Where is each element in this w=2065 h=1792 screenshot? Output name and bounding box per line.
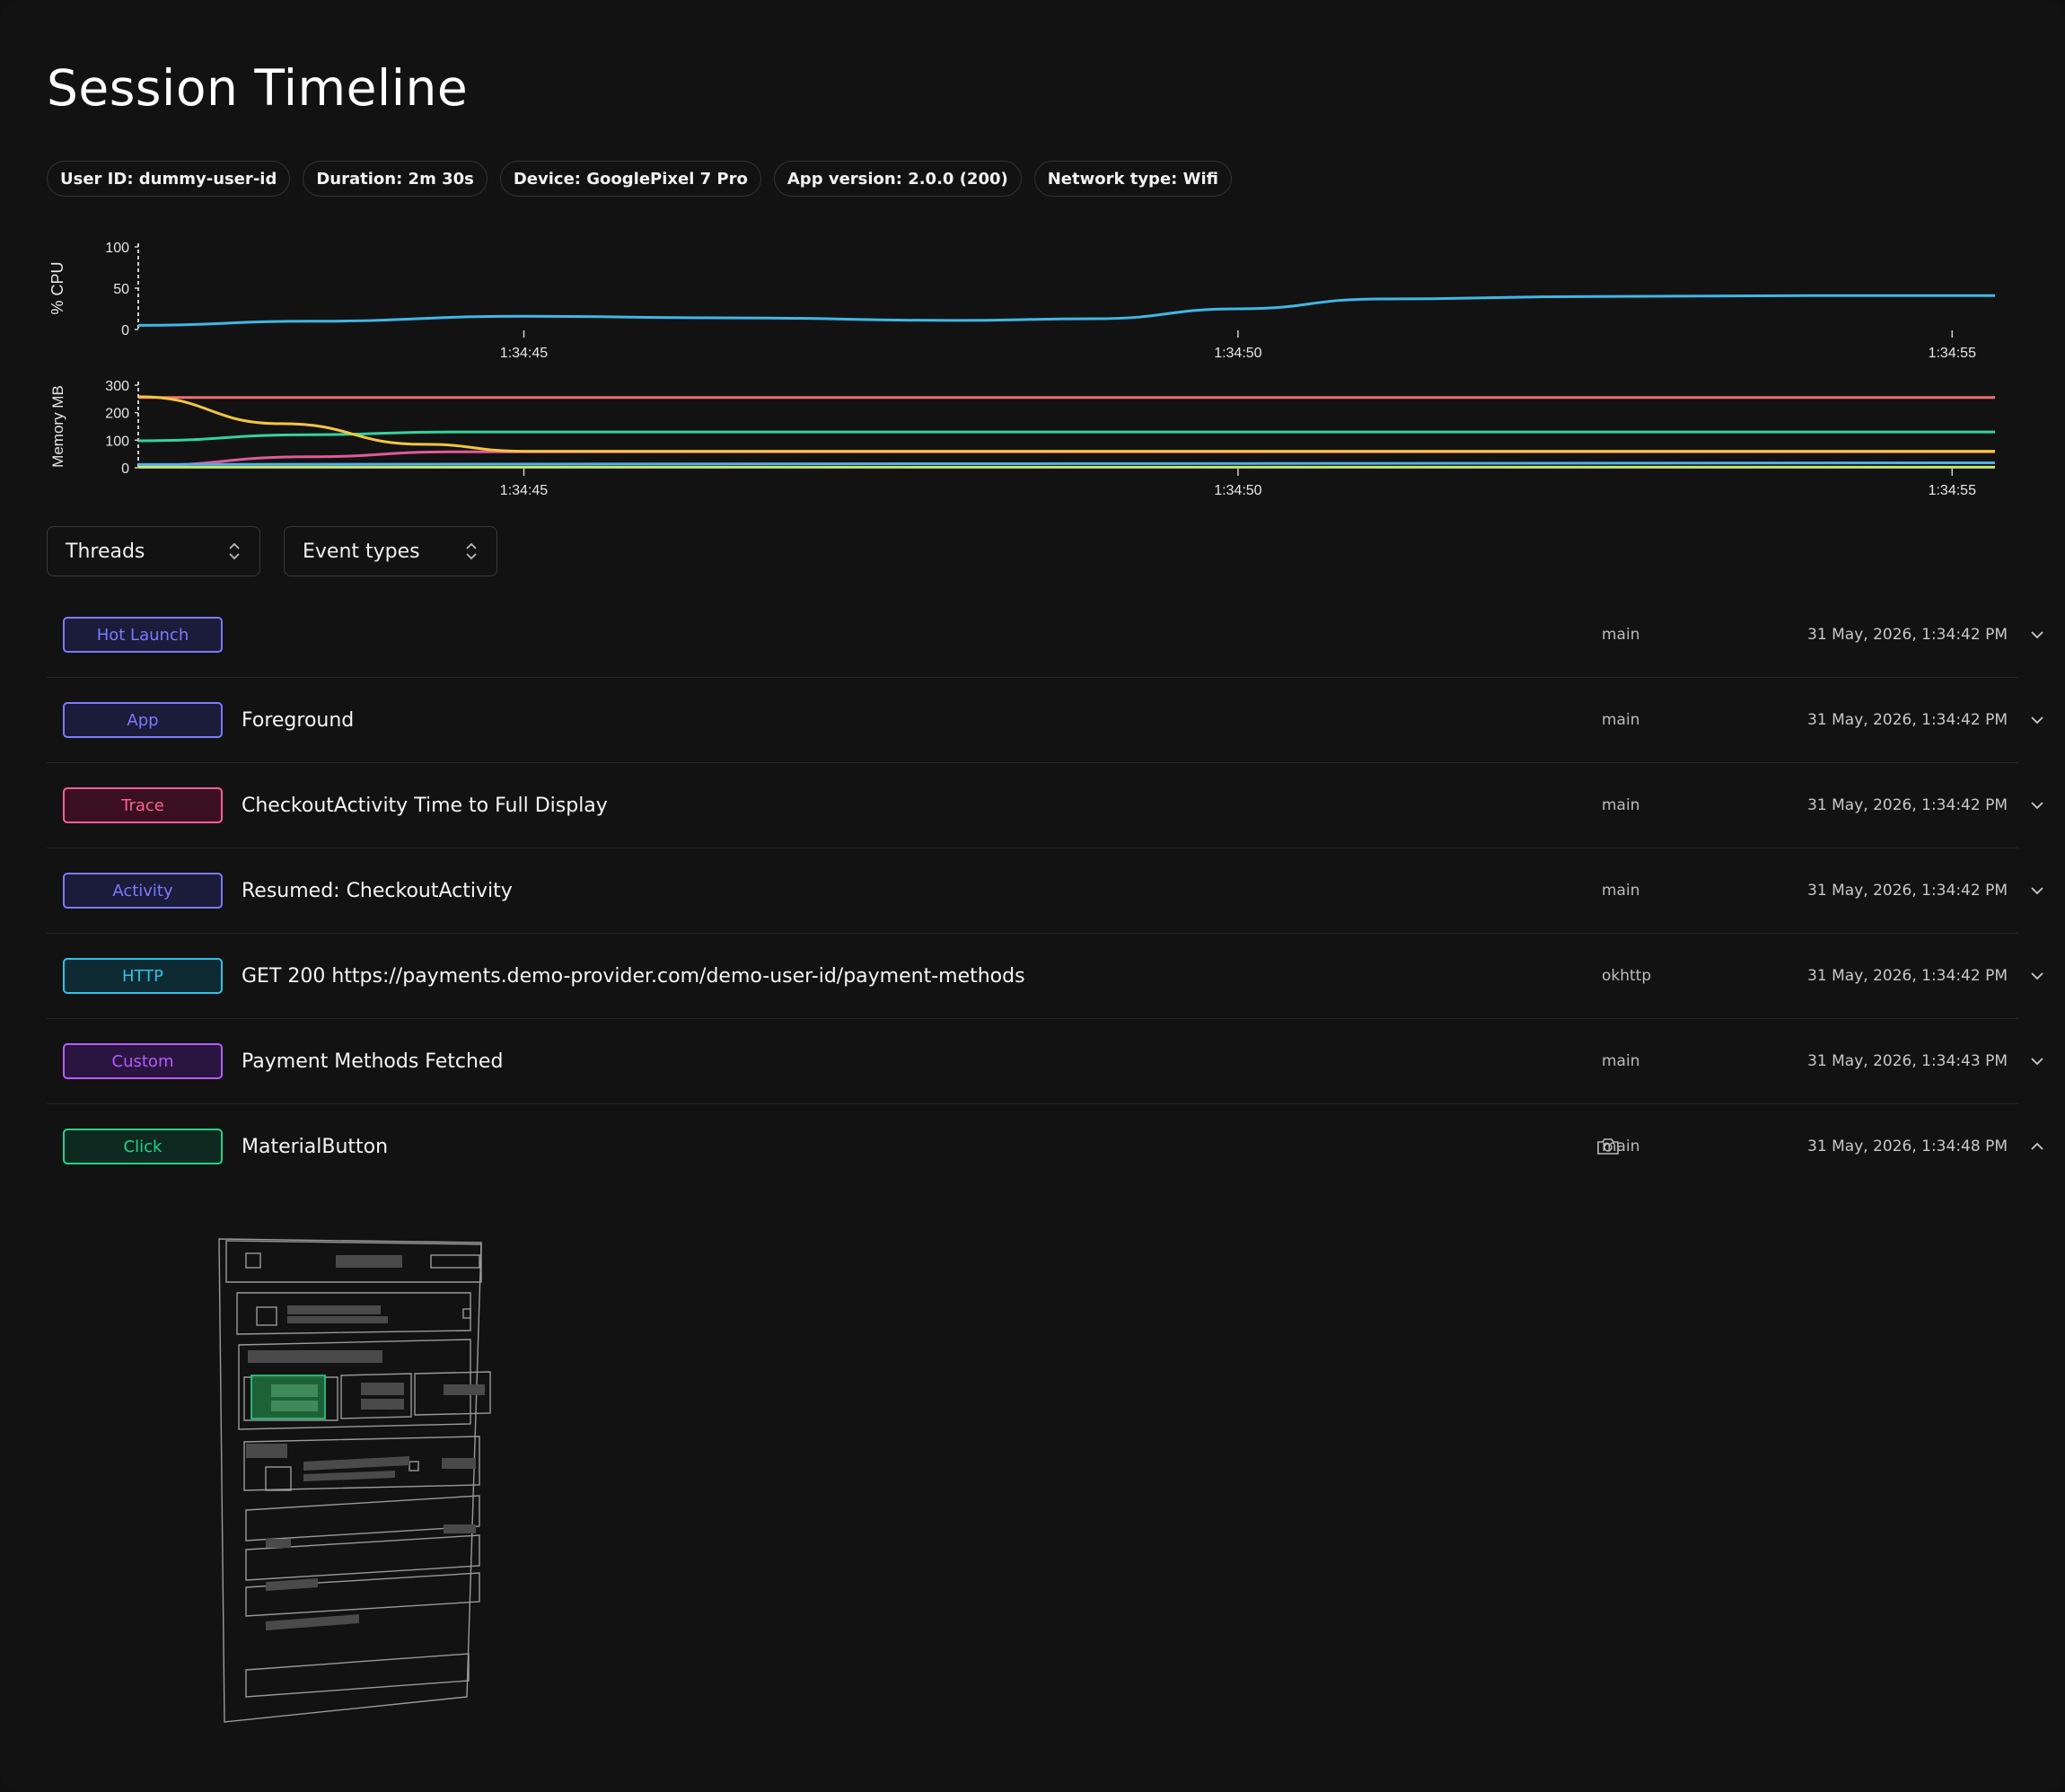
camera-icon[interactable] — [1596, 1137, 1620, 1156]
event-timestamp: 31 May, 2026, 1:34:42 PM — [1807, 967, 2008, 985]
event-thread: main — [1602, 1138, 1640, 1155]
event-type-badge: Activity — [63, 873, 223, 909]
event-timestamp: 31 May, 2026, 1:34:42 PM — [1807, 796, 2008, 814]
event-description: Foreground — [242, 708, 355, 732]
event-thread: main — [1602, 626, 1640, 644]
event-type-badge: Custom — [63, 1043, 223, 1079]
x-tick-label: 1:34:45 — [500, 483, 548, 498]
y-axis-label: Memory MB — [49, 385, 66, 468]
event-type-badge: Hot Launch — [63, 617, 223, 653]
event-timestamp: 31 May, 2026, 1:34:48 PM — [1807, 1138, 2008, 1155]
event-thread: main — [1602, 1052, 1640, 1070]
y-axis-label: % CPU — [48, 261, 66, 314]
chevron-down-icon[interactable] — [2027, 625, 2047, 645]
event-timestamp: 31 May, 2026, 1:34:42 PM — [1807, 882, 2008, 900]
event-row[interactable]: Hot Launch main 31 May, 2026, 1:34:42 PM — [47, 593, 2043, 678]
event-row[interactable]: Custom Payment Methods Fetched main 31 May,… — [47, 1019, 2043, 1104]
series-line — [137, 395, 1995, 453]
events-list: Hot Launch main 31 May, 2026, 1:34:42 PM Ap… — [47, 593, 2043, 1189]
series-line — [137, 461, 1996, 466]
filters-bar: Threads Event types — [47, 526, 497, 576]
screen-layout-image — [218, 1238, 491, 1723]
threads-select[interactable]: Threads — [47, 526, 260, 576]
series-line — [137, 430, 1995, 443]
network-type-pill: Network type: Wifi — [1033, 161, 1232, 197]
memory-chart-svg: Memory MB 300 200 100 0 1:34:45 1:34:50 1:34:55 — [49, 379, 1996, 498]
event-row[interactable]: Trace CheckoutActivity Time to Full Displ… — [47, 763, 2043, 848]
event-row[interactable]: Click MaterialButton main 31 May, 2026, 1:3… — [47, 1104, 2043, 1189]
x-tick-label: 1:34:45 — [500, 346, 548, 361]
x-tick-label: 1:34:50 — [1214, 483, 1261, 498]
series-line — [137, 294, 1995, 327]
event-description: CheckoutActivity Time to Full Display — [242, 794, 608, 817]
click-screenshot-wireframe — [206, 1230, 512, 1736]
chevron-down-icon[interactable] — [2027, 795, 2047, 815]
event-timestamp: 31 May, 2026, 1:34:42 PM — [1807, 711, 2008, 729]
duration-pill: Duration: 2m 30s — [303, 161, 488, 197]
chevron-down-icon[interactable] — [2027, 966, 2047, 986]
page-title: Session Timeline — [47, 59, 469, 117]
event-timestamp: 31 May, 2026, 1:34:43 PM — [1807, 1052, 2008, 1070]
x-tick-label: 1:34:55 — [1929, 483, 1976, 498]
event-row[interactable]: App Foreground main 31 May, 2026, 1:34:42 P… — [47, 678, 2043, 763]
cpu-chart[interactable]: % CPU 100 50 0 1:34:45 1:34:50 1:34:55 — [0, 233, 2065, 364]
device-pill: Device: GooglePixel 7 Pro — [499, 161, 761, 197]
y-tick-label: 100 — [105, 241, 129, 256]
chevron-up-down-icon — [466, 542, 477, 560]
event-row[interactable]: Activity Resumed: CheckoutActivity main 31 … — [47, 848, 2043, 934]
memory-chart[interactable]: Memory MB 300 200 100 0 1:34:45 1:34:50 1:34:55 — [0, 370, 2065, 505]
y-tick-label: 0 — [121, 323, 129, 338]
event-thread: main — [1602, 882, 1640, 900]
event-type-badge: App — [63, 702, 223, 738]
y-tick-label: 100 — [105, 434, 129, 449]
chevron-up-down-icon — [229, 542, 240, 560]
event-description: Payment Methods Fetched — [242, 1050, 504, 1073]
event-type-badge: Click — [63, 1129, 223, 1164]
event-timestamp: 31 May, 2026, 1:34:42 PM — [1807, 626, 2008, 644]
y-tick-label: 50 — [113, 282, 129, 297]
event-row[interactable]: HTTP GET 200 https://payments.demo-provid… — [47, 934, 2043, 1019]
event-description: GET 200 https://payments.demo-provider.c… — [242, 964, 1025, 988]
event-thread: main — [1602, 796, 1640, 814]
x-tick-label: 1:34:50 — [1214, 346, 1261, 361]
x-tick-label: 1:34:55 — [1929, 346, 1976, 361]
y-tick-label: 300 — [105, 379, 129, 394]
y-tick-label: 0 — [121, 461, 129, 477]
event-type-badge: Trace — [63, 787, 223, 823]
event-description: MaterialButton — [242, 1135, 389, 1158]
user-id-pill: User ID: dummy-user-id — [47, 161, 291, 197]
threads-select-label: Threads — [66, 540, 145, 563]
chevron-down-icon[interactable] — [2027, 881, 2047, 900]
y-tick-label: 200 — [105, 407, 129, 422]
chevron-down-icon[interactable] — [2027, 1051, 2047, 1071]
event-types-select-label: Event types — [303, 540, 420, 563]
event-type-badge: HTTP — [63, 958, 223, 994]
cpu-chart-svg: % CPU 100 50 0 1:34:45 1:34:50 1:34:55 — [48, 241, 1995, 361]
chevron-down-icon[interactable] — [2027, 710, 2047, 730]
event-thread: main — [1602, 711, 1640, 729]
event-thread: okhttp — [1602, 967, 1652, 985]
event-types-select[interactable]: Event types — [284, 526, 497, 576]
session-info-pills: User ID: dummy-user-id Duration: 2m 30s … — [47, 161, 1232, 197]
event-description: Resumed: CheckoutActivity — [242, 879, 513, 902]
app-version-pill: App version: 2.0.0 (200) — [773, 161, 1022, 197]
chevron-up-icon[interactable] — [2027, 1137, 2047, 1156]
